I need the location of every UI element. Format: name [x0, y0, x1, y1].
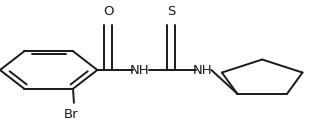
- Text: NH: NH: [193, 64, 212, 76]
- Text: S: S: [167, 4, 175, 18]
- Text: Br: Br: [64, 108, 79, 121]
- Text: NH: NH: [130, 64, 149, 76]
- Text: O: O: [103, 4, 114, 18]
